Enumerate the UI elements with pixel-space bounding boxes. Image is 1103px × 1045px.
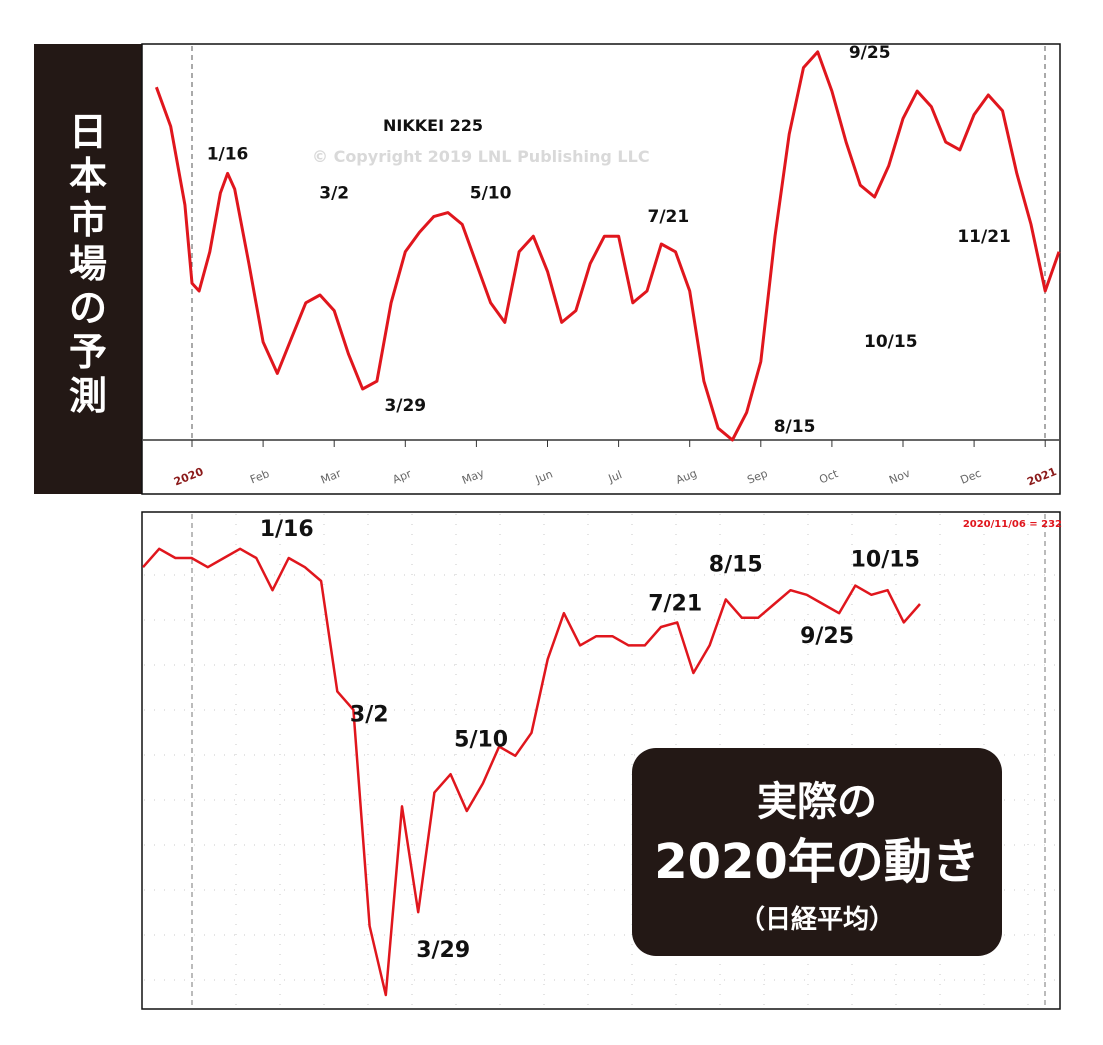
actual-chart: 2020/11/06 = 232 1/16 3/2 3/29 5/10 7/21 8/15… bbox=[141, 511, 1062, 1010]
forecast-tick-label: Jun bbox=[533, 467, 555, 486]
forecast-chart-frame bbox=[141, 43, 1061, 495]
side-label-char: の bbox=[69, 286, 107, 330]
actual-annotation: 8/15 bbox=[709, 552, 763, 577]
actual-annotation: 3/2 bbox=[350, 702, 389, 727]
side-label-panel bbox=[34, 44, 142, 494]
side-label-char: 本 bbox=[69, 154, 107, 198]
forecast-watermark: © Copyright 2019 LNL Publishing LLC bbox=[312, 147, 650, 166]
side-label-char: 日 bbox=[69, 110, 107, 154]
forecast-series-line bbox=[154, 50, 1061, 442]
actual-label-line2: 2020年の動き bbox=[654, 834, 980, 890]
forecast-annotation: 1/16 bbox=[207, 144, 249, 164]
forecast-annotation: 7/21 bbox=[648, 207, 690, 227]
actual-annotation: 3/29 bbox=[416, 938, 470, 963]
forecast-annotations: 1/16 3/2 3/29 5/10 7/21 8/15 9/25 10/15 11/21 bbox=[207, 43, 1011, 437]
side-label-char: 測 bbox=[69, 374, 107, 418]
side-label-char: 場 bbox=[69, 242, 107, 286]
forecast-tick-label: Jul bbox=[606, 468, 624, 485]
forecast-annotation: 3/2 bbox=[319, 184, 349, 204]
forecast-chart: NIKKEI 225 © Copyright 2019 LNL Publishi… bbox=[141, 43, 1061, 495]
side-label-char: 市 bbox=[69, 198, 107, 242]
actual-annotation: 7/21 bbox=[648, 591, 702, 616]
actual-label-line3: （日経平均） bbox=[739, 904, 895, 935]
forecast-annotation: 5/10 bbox=[470, 184, 512, 204]
forecast-annotation: 3/29 bbox=[384, 396, 426, 416]
forecast-annotation: 8/15 bbox=[774, 417, 816, 437]
actual-annotation: 1/16 bbox=[260, 517, 314, 542]
actual-label-line1: 実際の bbox=[757, 779, 877, 825]
actual-label-box bbox=[632, 748, 1002, 956]
actual-annotation: 10/15 bbox=[851, 548, 920, 573]
forecast-title: NIKKEI 225 bbox=[383, 116, 483, 135]
actual-annotations: 1/16 3/2 3/29 5/10 7/21 8/15 9/25 10/15 bbox=[260, 517, 920, 963]
actual-corner-label: 2020/11/06 = 232 bbox=[963, 519, 1062, 530]
forecast-annotation: 10/15 bbox=[864, 332, 918, 352]
side-label-char: 予 bbox=[69, 330, 107, 374]
forecast-annotation: 9/25 bbox=[849, 43, 891, 63]
forecast-annotation: 11/21 bbox=[957, 227, 1011, 247]
actual-annotation: 5/10 bbox=[454, 728, 508, 753]
actual-annotation: 9/25 bbox=[800, 624, 854, 649]
actual-series-line bbox=[142, 547, 921, 997]
